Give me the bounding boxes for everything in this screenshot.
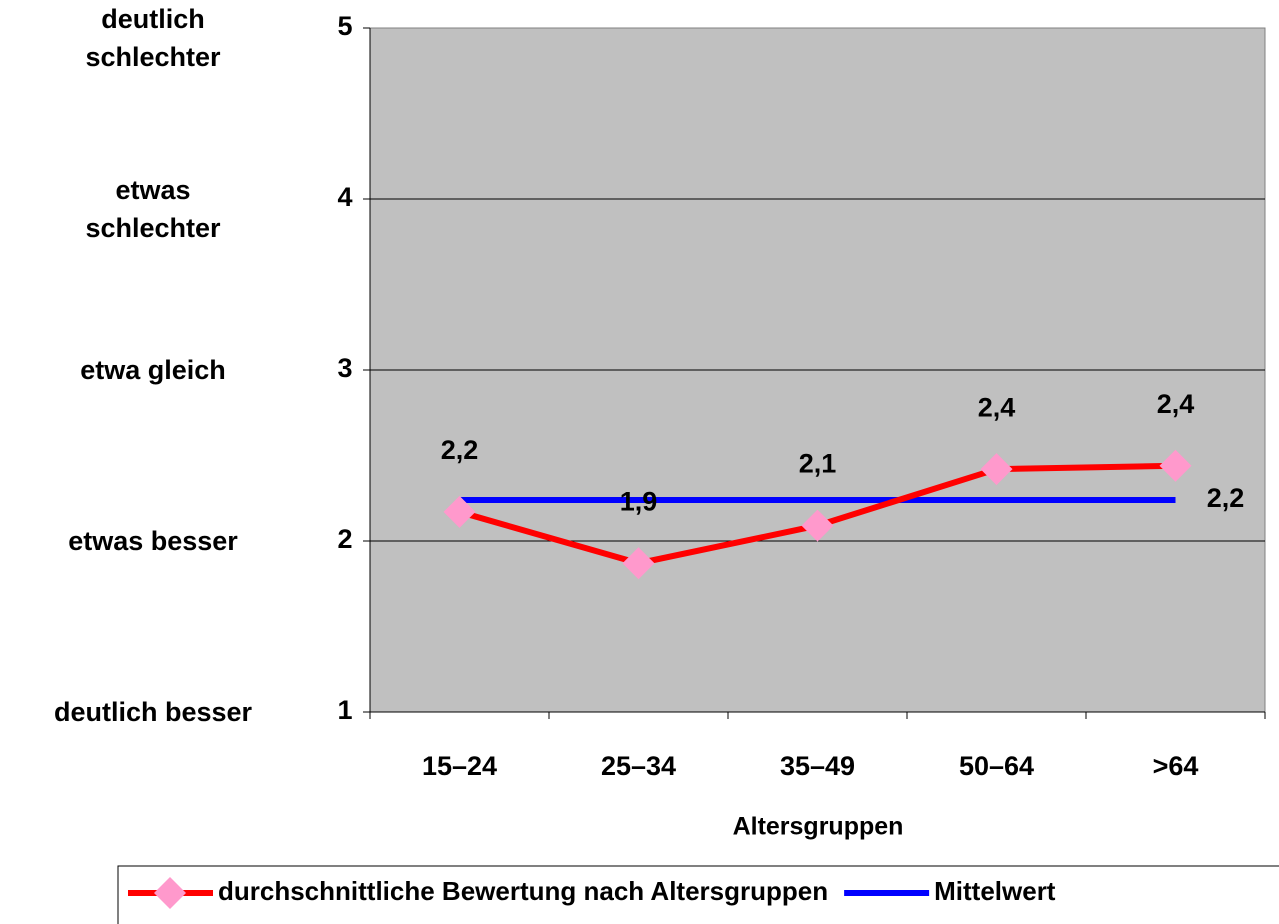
- marker: [801, 509, 834, 542]
- marker: [980, 453, 1013, 486]
- y-tick-label: 1: [337, 695, 352, 725]
- legend: [117, 865, 1279, 924]
- y-tick-label: 3: [337, 353, 352, 383]
- x-tick-label: 35–49: [780, 751, 855, 781]
- y-rating-label: etwa gleich: [80, 355, 226, 385]
- y-rating-label: etwas schlechter: [85, 175, 221, 243]
- data-label: 2,2: [1207, 483, 1245, 513]
- data-label: 2,4: [978, 392, 1016, 422]
- marker: [443, 495, 476, 528]
- data-label: 2,1: [799, 449, 837, 479]
- y-rating-label: deutlich besser: [53, 697, 253, 727]
- x-tick-label: >64: [1153, 751, 1199, 781]
- y-tick-label: 2: [337, 524, 352, 554]
- x-axis-title: Altersgruppen: [733, 813, 904, 841]
- data-label: 2,2: [441, 435, 479, 465]
- data-label: 2,4: [1157, 389, 1195, 419]
- marker: [1159, 449, 1192, 482]
- legend-label: durchschnittliche Bewertung nach Altersg…: [218, 876, 828, 906]
- legend-marker: [154, 877, 186, 909]
- x-tick-label: 50–64: [959, 751, 1034, 781]
- y-tick-label: 5: [337, 11, 352, 41]
- y-tick-label: 4: [337, 182, 352, 212]
- x-tick-label: 25–34: [601, 751, 676, 781]
- legend-label: Mittelwert: [934, 876, 1056, 906]
- data-label: 1,9: [620, 486, 658, 516]
- y-rating-label: deutlich schlechter: [85, 4, 221, 72]
- marker: [622, 547, 655, 580]
- x-tick-label: 15–24: [422, 751, 497, 781]
- y-rating-label: etwas besser: [68, 526, 238, 556]
